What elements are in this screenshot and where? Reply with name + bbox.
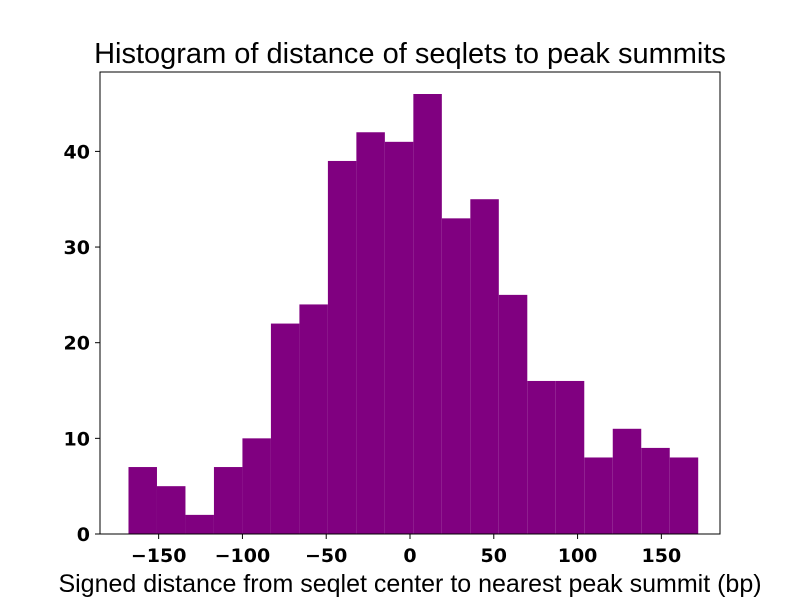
histogram-bar xyxy=(612,428,642,534)
y-tick-label: 0 xyxy=(77,524,90,546)
x-tick-label: 150 xyxy=(642,545,682,567)
y-tick-label: 30 xyxy=(64,237,90,259)
histogram-bar xyxy=(270,323,300,534)
histogram-bar xyxy=(669,457,699,534)
histogram-bar xyxy=(356,132,385,534)
histogram-bar xyxy=(413,94,442,534)
histogram-bar xyxy=(156,486,186,534)
histogram-bar xyxy=(441,218,471,534)
histogram-bar xyxy=(242,438,271,534)
histogram-bar xyxy=(555,380,585,534)
histogram-bar xyxy=(185,514,214,534)
histogram-bar xyxy=(384,141,414,534)
histogram-bar xyxy=(641,447,670,534)
y-tick-label: 40 xyxy=(64,141,90,163)
chart-title: Histogram of distance of seqlets to peak… xyxy=(94,38,726,70)
histogram-bar xyxy=(584,457,613,534)
histogram-bar xyxy=(213,467,243,534)
histogram-bar xyxy=(498,294,528,534)
y-tick-label: 10 xyxy=(64,428,90,450)
plot-frame xyxy=(99,71,721,535)
histogram-bar xyxy=(128,467,157,534)
x-tick-label: 50 xyxy=(481,545,507,567)
histogram-bar xyxy=(527,380,556,534)
x-axis-ticks: −150 −100 −50 0 50 100 150 xyxy=(131,534,681,567)
histogram-bar xyxy=(299,304,328,534)
x-axis-label: Signed distance from seqlet center to ne… xyxy=(58,570,761,598)
y-tick-label: 20 xyxy=(64,333,90,355)
x-tick-label: 100 xyxy=(558,545,598,567)
x-tick-label: −50 xyxy=(305,545,347,567)
bars-group xyxy=(128,94,699,534)
histogram-bar xyxy=(327,160,357,534)
x-tick-label: −100 xyxy=(215,545,271,567)
x-tick-label: 0 xyxy=(403,545,416,567)
y-axis-ticks: 0 10 20 30 40 xyxy=(64,141,100,546)
x-tick-label: −150 xyxy=(131,545,187,567)
histogram-bar xyxy=(470,199,499,534)
